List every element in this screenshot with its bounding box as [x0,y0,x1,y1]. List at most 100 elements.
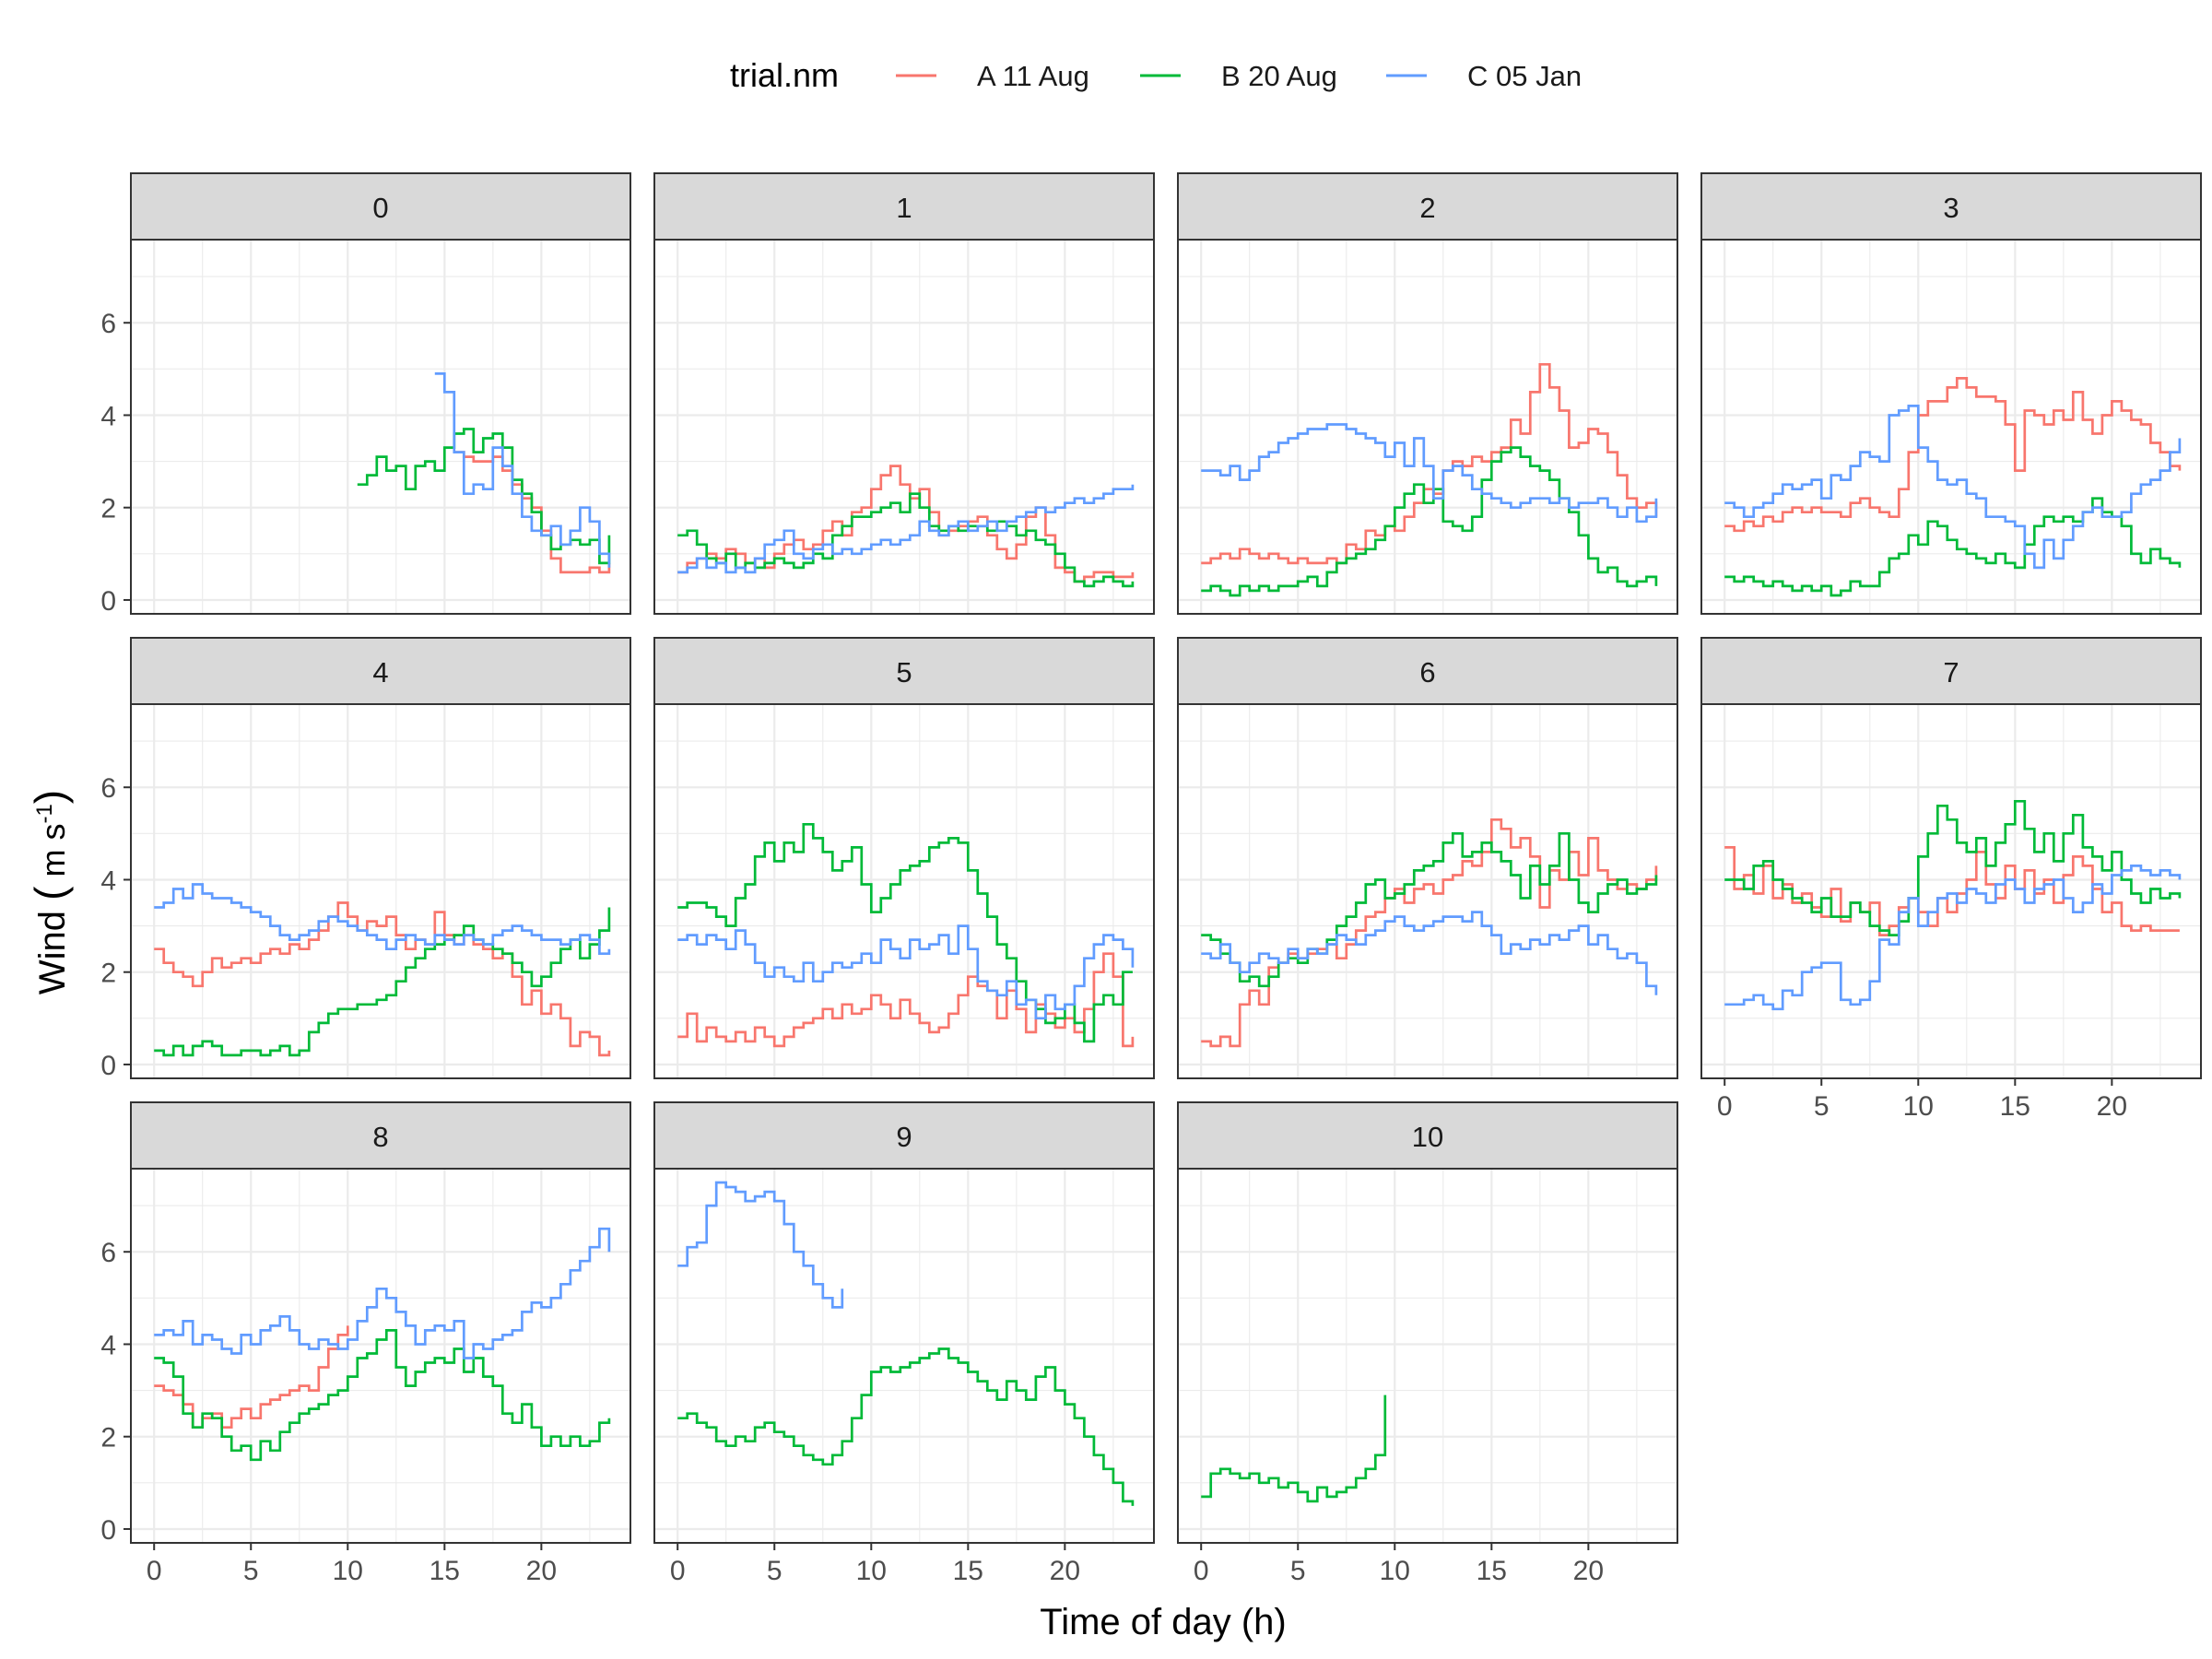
y-tick-label: 4 [100,865,116,896]
plot-background [654,1169,1154,1543]
y-tick-label: 0 [100,586,116,617]
panel-border [1177,1168,1678,1544]
x-tick-label: 20 [1573,1556,1604,1586]
plot-background [1701,240,2201,614]
facet-panel: 3 [1700,172,2202,615]
panel-border [1700,703,2202,1079]
facet-panel: 1 [653,172,1155,615]
legend: trial.nm A 11 Aug B 20 Aug C 05 Jan [730,56,1582,94]
facet-panel: 10 0 5 10 15 20 [1177,1101,1678,1586]
facet-strip-label: 7 [1943,656,1959,688]
legend-item: A 11 Aug [896,60,1089,92]
series-line [1201,831,1658,988]
facet-strip-label: 5 [896,656,912,688]
facet-panel: 6 [1177,637,1678,1079]
facet-strip [130,172,631,241]
legend-title: trial.nm [730,56,839,94]
facet-strip-label: 4 [372,656,388,688]
facet-strip-label: 1 [896,192,912,224]
panel-border [1177,703,1678,1079]
series-line [154,1227,611,1359]
plot-background [1178,1169,1677,1543]
facet-strip [653,1101,1155,1170]
facet-strip [1177,637,1678,705]
x-tick-label: 5 [243,1556,259,1586]
facet-panel: 0 0 2 4 6 [100,172,631,617]
series-line [677,822,1133,1043]
facet-strip [1700,637,2202,705]
y-axis-title-main: Wind [32,900,73,994]
panel-border [1700,239,2202,615]
panel-border [653,239,1155,615]
y-tick-label: 6 [100,773,116,804]
series-line [1724,497,2182,597]
series-group [1201,362,1658,597]
legend-label: B 20 Aug [1221,60,1337,92]
x-tick-label: 15 [2000,1091,2030,1122]
series-line [154,883,611,956]
series-group [677,465,1135,588]
x-tick-label: 15 [1477,1556,1507,1586]
x-tick-label: 10 [333,1556,363,1586]
x-tick-label: 0 [147,1556,162,1586]
facet-strip [130,1101,631,1170]
series-line [677,1181,844,1309]
series-line [677,952,1135,1048]
series-line [1724,405,2182,570]
x-tick-label: 5 [767,1556,782,1586]
x-tick-label: 0 [1717,1091,1733,1122]
x-tick-label: 10 [856,1556,887,1586]
legend-item: B 20 Aug [1140,60,1337,92]
series-line [434,372,611,568]
y-axis-title-exponent: -1 [32,804,57,823]
y-tick-label: 2 [100,959,116,989]
series-line [154,907,611,1057]
plot-background [1701,704,2201,1078]
x-tick-label: 15 [429,1556,460,1586]
plot-background [131,704,630,1078]
x-tick-label: 0 [670,1556,686,1586]
facet-panel: 8 0 2 4 6 0 5 10 15 20 [100,1101,631,1586]
series-group [677,822,1135,1048]
facet-strip-label: 9 [896,1121,912,1153]
panel-border [130,239,631,615]
x-tick-label: 5 [1814,1091,1830,1122]
facet-strip-label: 2 [1419,192,1435,224]
gridlines [131,240,630,614]
series-group [154,883,611,1057]
gridlines [1178,240,1677,614]
facet-strip [130,637,631,705]
series-group [1724,799,2182,1011]
facet-strip-label: 0 [372,192,388,224]
y-tick-label: 4 [100,1330,116,1360]
plot-background [131,240,630,614]
series-group [677,1181,1135,1506]
facet-panel: 5 [653,637,1155,1079]
series-line [677,484,1135,574]
y-tick-label: 6 [100,1238,116,1268]
series-line [154,901,611,1057]
series-line [677,1347,1135,1506]
series-line [1724,865,2182,1011]
x-tick-label: 20 [2097,1091,2127,1122]
y-axis-title-unit: m s [34,824,72,887]
series-group [1201,1394,1387,1503]
series-line [1201,911,1658,995]
x-axis-title: Time of day (h) [1040,1602,1286,1642]
y-tick-label: 6 [100,309,116,339]
plot-background [1178,240,1677,614]
series-line [154,1325,349,1430]
gridlines [1178,1169,1677,1543]
facet-panel: 7 0 5 10 15 20 [1700,637,2202,1122]
series-group [1201,818,1658,1048]
series-line [1724,799,2182,936]
series-line [1724,377,2182,533]
facet-strip-label: 8 [372,1121,388,1153]
x-tick-label: 10 [1903,1091,1934,1122]
panel-border [130,1168,631,1544]
panel-border [130,703,631,1079]
series-line [1201,1394,1387,1503]
legend-label: A 11 Aug [977,60,1089,92]
